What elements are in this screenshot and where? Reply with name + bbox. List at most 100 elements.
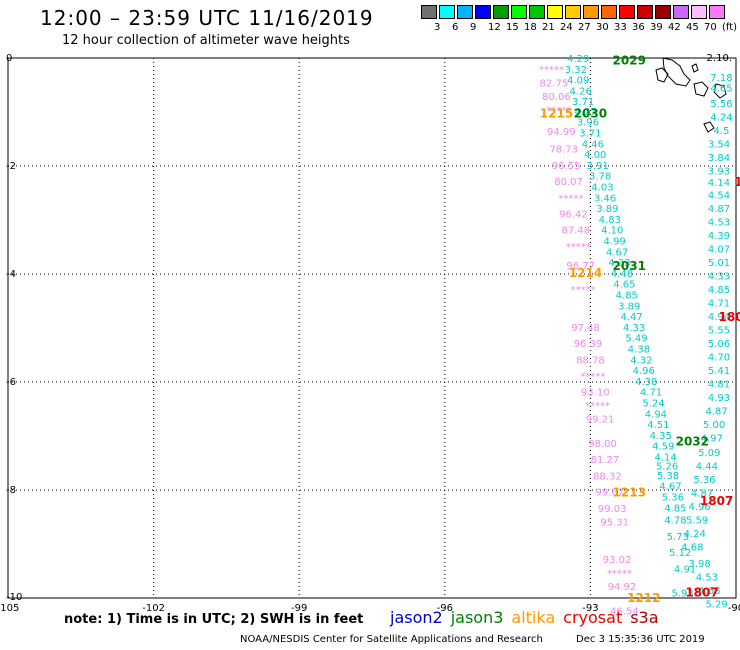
wave-height-value: 5.12	[669, 548, 691, 559]
color-swatch	[601, 5, 617, 19]
color-scale-label: 6	[452, 22, 459, 33]
wave-height-value: 4.71	[640, 388, 662, 399]
color-swatch	[547, 5, 563, 19]
wave-height-value: 4.94	[645, 409, 667, 420]
x-tick-label: -105	[0, 603, 19, 614]
color-scale-label: (ft)	[722, 22, 738, 33]
wave-height-value: 88.78	[576, 355, 605, 366]
map-frame	[7, 57, 737, 599]
wave-height-value: 4.65	[613, 280, 635, 291]
color-swatch	[655, 5, 671, 19]
color-scale-label: 27	[578, 22, 591, 33]
wave-height-value: *****	[607, 569, 632, 580]
wave-height-value: 80.07	[554, 177, 583, 188]
color-swatch	[493, 5, 509, 19]
wave-height-value: *****	[546, 105, 571, 116]
wave-height-value: 4.81	[708, 380, 730, 391]
wave-height-value: 4.85	[664, 503, 686, 514]
wave-height-value: 4.33	[608, 258, 630, 269]
color-swatch	[691, 5, 707, 19]
x-tick-label: -90	[728, 603, 740, 614]
legend-jason3: jason3	[450, 608, 504, 627]
color-swatch	[565, 5, 581, 19]
pass-time-label: 1212	[627, 591, 660, 605]
wave-height-value: 4.71	[708, 299, 730, 310]
wave-height-value: 7.18	[710, 73, 732, 84]
wave-height-value: 4.65	[710, 84, 732, 95]
wave-height-value: 3.89	[618, 301, 640, 312]
wave-height-value: 4.87	[708, 204, 730, 215]
wave-height-value: 4.33	[708, 272, 730, 283]
color-scale-label: 18	[524, 22, 537, 33]
wave-height-value: 5.01	[708, 258, 730, 269]
wave-height-value: 3.93	[708, 166, 730, 177]
wave-height-value: 5.26	[656, 462, 678, 473]
wave-height-value: 4.09	[567, 76, 589, 87]
wave-height-value: 96.77	[566, 261, 595, 272]
color-swatch	[439, 5, 455, 19]
color-swatch	[511, 5, 527, 19]
wave-height-value: *****	[571, 285, 596, 296]
wave-height-value: 4.27	[574, 107, 596, 118]
wave-height-value: 4.68	[698, 586, 720, 597]
legend-s3a: s3a	[630, 608, 659, 627]
wave-height-value: 4.35	[650, 431, 672, 442]
wave-height-value: 5.59	[686, 516, 708, 527]
wave-height-value: 5.24	[642, 399, 664, 410]
agency-credit: NOAA/NESDIS Center for Satellite Applica…	[240, 634, 543, 645]
wave-height-value: 4.46	[582, 139, 604, 150]
wave-height-value: 5.55	[708, 326, 730, 337]
island-outline	[662, 57, 691, 87]
pass-time-label: 2031	[613, 259, 646, 273]
color-scale-label: 24	[560, 22, 573, 33]
wave-height-value: 4.87	[705, 407, 727, 418]
x-tick-label: -99	[291, 603, 307, 614]
wave-height-value: 4.38	[635, 377, 657, 388]
wave-height-value: 3.98	[688, 559, 710, 570]
wave-height-value: 4.24	[710, 112, 732, 123]
wave-height-value: 4.51	[647, 420, 669, 431]
island-outline	[693, 81, 709, 97]
wave-height-value: *****	[558, 193, 583, 204]
wave-height-value: 96.55	[552, 161, 581, 172]
wave-height-value: 3.96	[577, 118, 599, 129]
wave-height-value: 98.00	[588, 439, 617, 450]
wave-height-value: 4.70	[708, 353, 730, 364]
wave-height-value: 80.06	[542, 92, 571, 103]
color-scale-label: 45	[686, 22, 699, 33]
color-scale-label: 12	[488, 22, 501, 33]
pass-time-label: 1214	[569, 266, 602, 280]
corner-label: 2.10.	[707, 53, 732, 64]
wave-height-value: *****	[585, 401, 610, 412]
wave-height-value: 93.02	[603, 555, 632, 566]
wave-height-value: 93.10	[581, 388, 610, 399]
wave-height-value: 4.85	[616, 291, 638, 302]
x-tick-label: -102	[142, 603, 165, 614]
wave-height-value: 4.78	[664, 516, 686, 527]
color-swatch	[637, 5, 653, 19]
chart-subtitle: 12 hour collection of altimeter wave hei…	[62, 33, 350, 48]
wave-height-value: 5.00	[703, 420, 725, 431]
color-swatch	[421, 5, 437, 19]
wave-height-value: 4.39	[708, 231, 730, 242]
y-tick-label: -2	[6, 161, 16, 172]
color-scale-label: 36	[632, 22, 645, 33]
wave-height-value: 5.56	[710, 99, 732, 110]
wave-height-value: 78.73	[549, 145, 578, 156]
wave-height-value: 4.47	[621, 312, 643, 323]
y-tick-label: -4	[6, 269, 16, 280]
wave-height-value: 46.54	[610, 606, 639, 617]
wave-height-value: 95.31	[600, 517, 629, 528]
wave-height-value: 4.97	[701, 434, 723, 445]
wave-height-value: 5.73	[667, 532, 689, 543]
color-swatch	[529, 5, 545, 19]
wave-height-value: 3.78	[589, 172, 611, 183]
note-text: note: 1) Time is in UTC; 2) SWH is in fe…	[64, 612, 364, 627]
pass-time-label: 1213	[613, 486, 646, 500]
y-tick-label: 0	[6, 53, 12, 64]
wave-height-value: 4.93	[708, 393, 730, 404]
wave-height-value: 96.42	[559, 210, 588, 221]
wave-height-value: 5.09	[698, 448, 720, 459]
color-scale-label: 3	[434, 22, 441, 33]
